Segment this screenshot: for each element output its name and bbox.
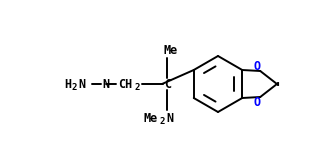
Text: C: C: [164, 77, 171, 91]
Text: N: N: [166, 112, 173, 125]
Text: CH: CH: [118, 77, 132, 91]
Text: Me: Me: [144, 112, 158, 125]
Text: 2: 2: [71, 82, 77, 92]
Text: 2: 2: [135, 82, 140, 92]
Text: H: H: [64, 77, 71, 91]
Text: N: N: [102, 77, 109, 91]
Text: 2: 2: [160, 117, 165, 125]
Text: O: O: [254, 59, 261, 72]
Text: Me: Me: [164, 43, 178, 56]
Text: N: N: [78, 77, 85, 91]
Text: O: O: [254, 96, 261, 109]
